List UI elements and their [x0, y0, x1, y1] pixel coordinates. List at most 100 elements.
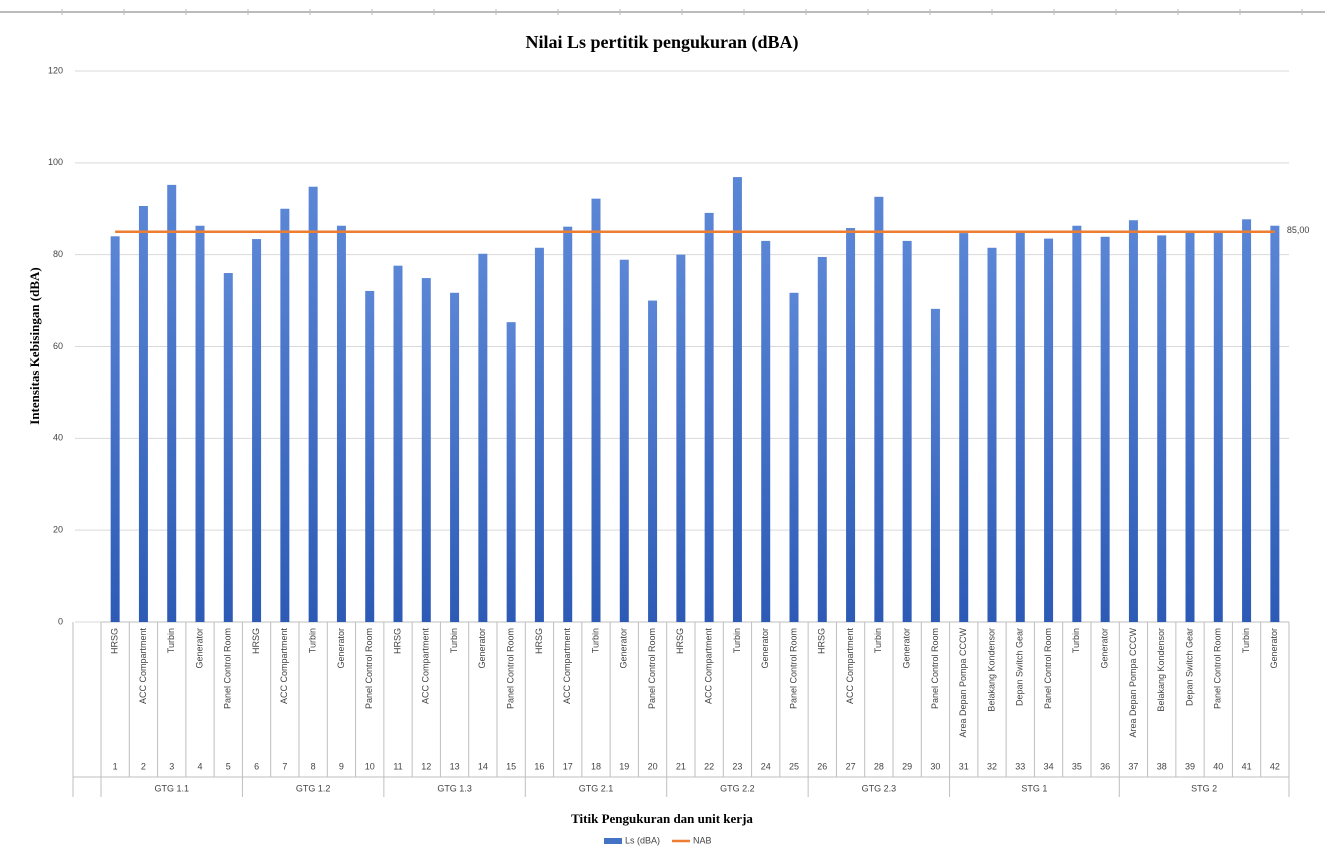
bar [902, 240, 912, 622]
point-number: 29 [902, 761, 912, 771]
point-number: 21 [676, 761, 686, 771]
y-tick-label: 0 [58, 616, 63, 626]
bar [1100, 236, 1110, 623]
x-tick-label: ACC Compartment [138, 628, 148, 705]
x-tick-label: Turbin [873, 628, 883, 653]
x-tick-label: Generator [1269, 628, 1279, 669]
y-tick-label: 100 [48, 157, 63, 167]
bar [563, 226, 573, 622]
x-tick-label: Turbin [732, 628, 742, 653]
x-tick-label: Belakang Kondensor [1156, 628, 1166, 712]
group-label: STG 2 [1191, 783, 1217, 793]
point-number: 23 [732, 761, 742, 771]
bar [1015, 232, 1025, 623]
x-tick-label: Panel Control Room [1213, 628, 1223, 709]
bar [223, 273, 233, 622]
point-number: 11 [393, 761, 402, 771]
bar [336, 225, 346, 622]
bar [365, 290, 375, 622]
bar [761, 240, 771, 622]
legend-label: NAB [693, 835, 712, 845]
point-number: 19 [619, 761, 629, 771]
group-label: GTG 2.3 [862, 783, 897, 793]
point-number: 13 [450, 761, 460, 771]
point-number: 33 [1015, 761, 1025, 771]
y-tick-label: 80 [53, 249, 63, 259]
bar [732, 177, 742, 622]
x-tick-label: Panel Control Room [930, 628, 940, 709]
bar [534, 247, 544, 622]
x-tick-label: Depan Switch Gear [1184, 628, 1194, 706]
point-number: 28 [874, 761, 884, 771]
point-number: 26 [817, 761, 827, 771]
bar [308, 186, 318, 622]
y-axis-title: Intensitas Kebisingan (dBA) [27, 267, 42, 424]
point-number: 10 [365, 761, 375, 771]
bar [450, 292, 460, 622]
bar [110, 236, 120, 623]
bar [393, 265, 403, 622]
x-tick-label: Turbin [590, 628, 600, 653]
point-number: 18 [591, 761, 601, 771]
bar [1072, 225, 1082, 622]
bar [1185, 232, 1195, 623]
point-number: 35 [1072, 761, 1082, 771]
bar [421, 278, 431, 622]
x-tick-label: ACC Compartment [421, 628, 431, 705]
x-tick-label: Area Depan Pompa CCCW [1128, 627, 1138, 737]
point-number: 8 [311, 761, 316, 771]
group-label: GTG 1.3 [437, 783, 472, 793]
x-tick-label: Generator [902, 628, 912, 669]
bar [1213, 232, 1223, 623]
bar [619, 259, 629, 622]
bar [252, 239, 262, 622]
bar [817, 256, 827, 622]
bar [506, 322, 516, 622]
x-tick-label: HRSG [675, 628, 685, 654]
point-number: 1 [113, 761, 118, 771]
bar [846, 228, 856, 622]
x-tick-label: HRSG [817, 628, 827, 654]
point-number: 42 [1270, 761, 1280, 771]
point-number: 36 [1100, 761, 1110, 771]
bar [195, 225, 205, 622]
x-tick-label: ACC Compartment [279, 628, 289, 705]
point-number: 34 [1044, 761, 1054, 771]
bar [676, 254, 686, 622]
group-label: GTG 2.2 [720, 783, 755, 793]
x-tick-label: Generator [760, 628, 770, 669]
group-label: GTG 2.1 [579, 783, 614, 793]
point-number: 12 [421, 761, 431, 771]
x-tick-label: Depan Switch Gear [1015, 628, 1025, 706]
x-tick-label: Generator [1100, 628, 1110, 669]
legend-swatch [604, 838, 622, 844]
point-number: 22 [704, 761, 714, 771]
y-tick-label: 120 [48, 65, 63, 75]
x-tick-label: Area Depan Pompa CCCW [958, 627, 968, 737]
point-number: 39 [1185, 761, 1195, 771]
group-label: STG 1 [1021, 783, 1047, 793]
bar [789, 292, 799, 622]
point-number: 38 [1157, 761, 1167, 771]
bar [704, 212, 714, 622]
point-number: 2 [141, 761, 146, 771]
x-tick-label: Panel Control Room [364, 628, 374, 709]
point-number: 14 [478, 761, 488, 771]
point-number: 16 [534, 761, 544, 771]
x-tick-label: ACC Compartment [704, 628, 714, 705]
bar [874, 196, 884, 623]
point-number: 7 [282, 761, 287, 771]
x-tick-label: Generator [194, 628, 204, 669]
bar [930, 308, 940, 622]
bar [1157, 235, 1167, 623]
point-number: 30 [930, 761, 940, 771]
sheet-ruler [0, 9, 1325, 15]
x-axis-title: Titik Pengukuran dan unit kerja [571, 811, 753, 826]
x-tick-label: Turbin [449, 628, 459, 653]
point-number: 31 [959, 761, 969, 771]
x-tick-label: Panel Control Room [647, 628, 657, 709]
point-number: 25 [789, 761, 799, 771]
bar [138, 205, 148, 622]
point-number: 41 [1242, 761, 1252, 771]
